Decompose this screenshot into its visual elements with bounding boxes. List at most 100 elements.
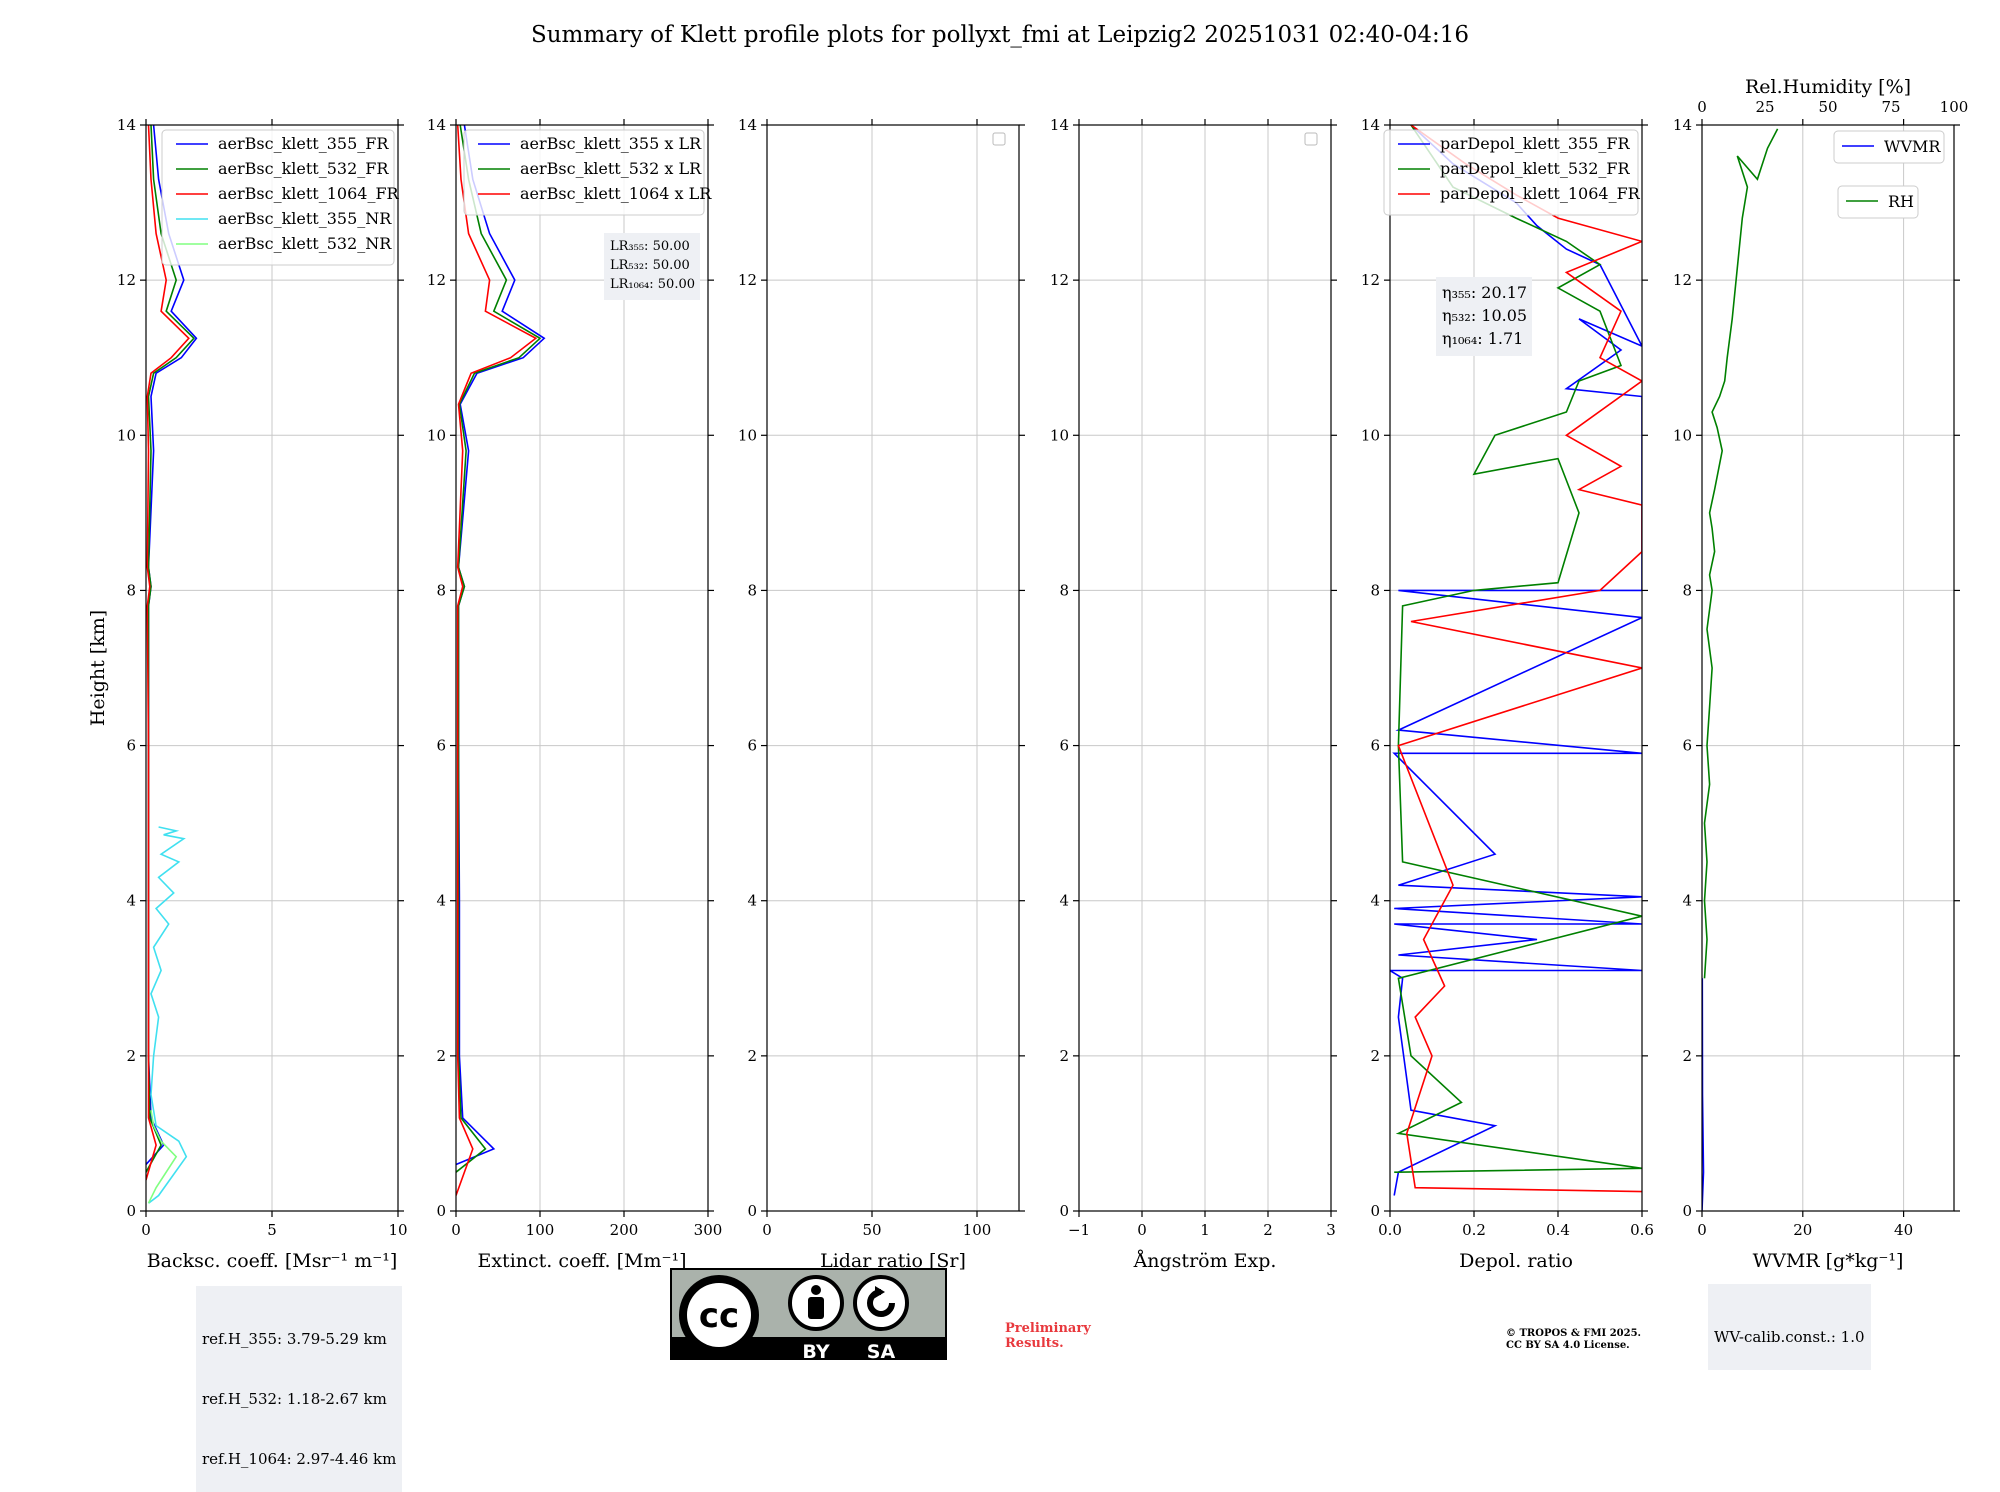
y-tick-label: 12 — [1050, 271, 1069, 289]
x2-tick-label: 25 — [1755, 98, 1774, 116]
legend-label: aerBsc_klett_532_FR — [218, 159, 389, 178]
x-axis-label: Ångström Exp. — [1133, 1250, 1277, 1272]
legend-label: parDepol_klett_532_FR — [1440, 159, 1631, 178]
x-tick-label: 100 — [963, 1221, 992, 1239]
preliminary-line2: Results. — [1005, 1336, 1064, 1351]
y-tick-label: 12 — [427, 271, 446, 289]
by-icon-body — [808, 1297, 824, 1319]
y-tick-label: 12 — [117, 271, 136, 289]
y-tick-label: 6 — [1059, 737, 1069, 755]
legend-label: aerBsc_klett_355_NR — [218, 209, 392, 228]
legend-label: parDepol_klett_1064_FR — [1440, 184, 1641, 203]
y-tick-label: 14 — [738, 116, 757, 134]
y-tick-label: 2 — [436, 1047, 446, 1065]
x-tick-label: 0 — [141, 1221, 151, 1239]
y-tick-label: 8 — [1059, 581, 1069, 599]
y-tick-label: 8 — [1370, 581, 1380, 599]
figure-title: Summary of Klett profile plots for polly… — [530, 22, 1469, 48]
x-tick-label: 2 — [1263, 1221, 1273, 1239]
y-tick-label: 14 — [427, 116, 446, 134]
panel-wvmr: 0 20 40 0 2 4 6 8 10 12 14 WVMR [g*kg⁻¹] WVMR RH 0 25 50… — [1673, 76, 1968, 1272]
x-axis-label: Backsc. coeff. [Msr⁻¹ m⁻¹] — [147, 1250, 398, 1272]
y-tick-label: 14 — [1361, 116, 1380, 134]
y-tick-label: 12 — [1361, 271, 1380, 289]
y-tick-label: 2 — [1370, 1047, 1380, 1065]
axes-frame — [455, 124, 709, 1212]
copyright-line2: CC BY SA 4.0 License. — [1506, 1340, 1630, 1351]
copyright-note: © TROPOS & FMI 2025. CC BY SA 4.0 Licens… — [1506, 1328, 1641, 1352]
legend-label: aerBsc_klett_355 x LR — [520, 134, 702, 153]
annotation-text: LR₃₅₅: 50.00 — [610, 239, 690, 254]
legend-box-wvmr — [1833, 130, 1945, 164]
legend-label-wvmr: WVMR — [1884, 137, 1941, 156]
y-tick-label: 14 — [117, 116, 136, 134]
series-line-parDepol_klett_355_FR — [1390, 125, 1642, 1196]
cc-license-badge: cc BY SA — [670, 1268, 947, 1360]
legend-label: aerBsc_klett_532_NR — [218, 234, 392, 253]
legend-label: parDepol_klett_355_FR — [1440, 134, 1631, 153]
y-tick-label: 14 — [1050, 116, 1069, 134]
x-tick-label: 40 — [1894, 1221, 1913, 1239]
y-tick-label: 0 — [1682, 1202, 1692, 1220]
x-tick-label: 0 — [451, 1221, 461, 1239]
series-line-aerBsc_klett_355 x LR — [456, 125, 546, 1166]
annotation-text: η₁₀₆₄: 1.71 — [1442, 329, 1523, 348]
x2-tick-label: 0 — [1697, 98, 1707, 116]
y-tick-label: 4 — [747, 892, 757, 910]
y-tick-label: 2 — [126, 1047, 136, 1065]
y-tick-label: 6 — [747, 737, 757, 755]
legend-box — [161, 129, 395, 266]
legend-box — [1383, 129, 1639, 216]
y-tick-label: 4 — [1682, 892, 1692, 910]
preliminary-line1: Preliminary — [1005, 1321, 1091, 1336]
copyright-line1: © TROPOS & FMI 2025. — [1506, 1328, 1642, 1339]
x2-tick-label: 75 — [1881, 98, 1900, 116]
sa-icon-arrow — [867, 1289, 895, 1317]
sa-icon-circle — [853, 1275, 909, 1331]
x2-tick-label: 100 — [1940, 98, 1969, 116]
y-tick-label: 8 — [436, 581, 446, 599]
sa-icon-head — [875, 1286, 885, 1298]
y-tick-label: 6 — [126, 737, 136, 755]
x-tick-label: 100 — [526, 1221, 555, 1239]
x2-tick-label: 50 — [1818, 98, 1837, 116]
series-line-aerBsc_klett_532 x LR — [456, 125, 542, 1173]
x-tick-label: 300 — [694, 1221, 723, 1239]
x-tick-label: −1 — [1068, 1221, 1090, 1239]
x-tick-label: 0 — [762, 1221, 772, 1239]
legend-box-rh — [1837, 185, 1919, 219]
x-tick-label: 0.6 — [1630, 1221, 1654, 1239]
axes-frame — [1389, 124, 1643, 1212]
empty-legend-box — [1304, 132, 1318, 146]
x-tick-label: 0.0 — [1378, 1221, 1402, 1239]
annotation-text: η₅₃₂: 10.05 — [1442, 306, 1527, 325]
badge-cc-circle — [687, 1283, 751, 1347]
x2-axis-label: Rel.Humidity [%] — [1745, 76, 1911, 98]
by-icon-head — [811, 1285, 821, 1295]
y-tick-label: 12 — [1673, 271, 1692, 289]
y-axis-label: Height [km] — [87, 610, 109, 726]
y-tick-label: 0 — [126, 1202, 136, 1220]
x-axis-label: Depol. ratio — [1459, 1250, 1573, 1272]
y-tick-label: 8 — [1682, 581, 1692, 599]
legend-box — [463, 129, 705, 216]
y-tick-label: 2 — [1682, 1047, 1692, 1065]
x-tick-label: 10 — [388, 1221, 407, 1239]
y-tick-label: 10 — [117, 426, 136, 444]
y-tick-label: 0 — [436, 1202, 446, 1220]
wv-calib-box: WV-calib.const.: 1.0 — [1708, 1284, 1871, 1370]
y-tick-label: 0 — [1059, 1202, 1069, 1220]
x-axis-label: WVMR [g*kg⁻¹] — [1753, 1250, 1904, 1272]
x-tick-label: 1 — [1200, 1221, 1210, 1239]
x-tick-label: 200 — [610, 1221, 639, 1239]
y-tick-label: 0 — [747, 1202, 757, 1220]
legend-label: aerBsc_klett_532 x LR — [520, 159, 702, 178]
ref-height-1064: ref.H_1064: 2.97-4.46 km — [202, 1450, 397, 1468]
series-line-parDepol_klett_532_FR — [1394, 125, 1642, 1173]
series-line-aerBsc_klett_355_NR — [148, 826, 188, 1204]
series-line-aerBsc_klett_355_FR — [146, 125, 198, 1166]
wv-calib-text: WV-calib.const.: 1.0 — [1714, 1328, 1865, 1346]
annotation-text: LR₅₃₂: 50.00 — [610, 258, 690, 273]
